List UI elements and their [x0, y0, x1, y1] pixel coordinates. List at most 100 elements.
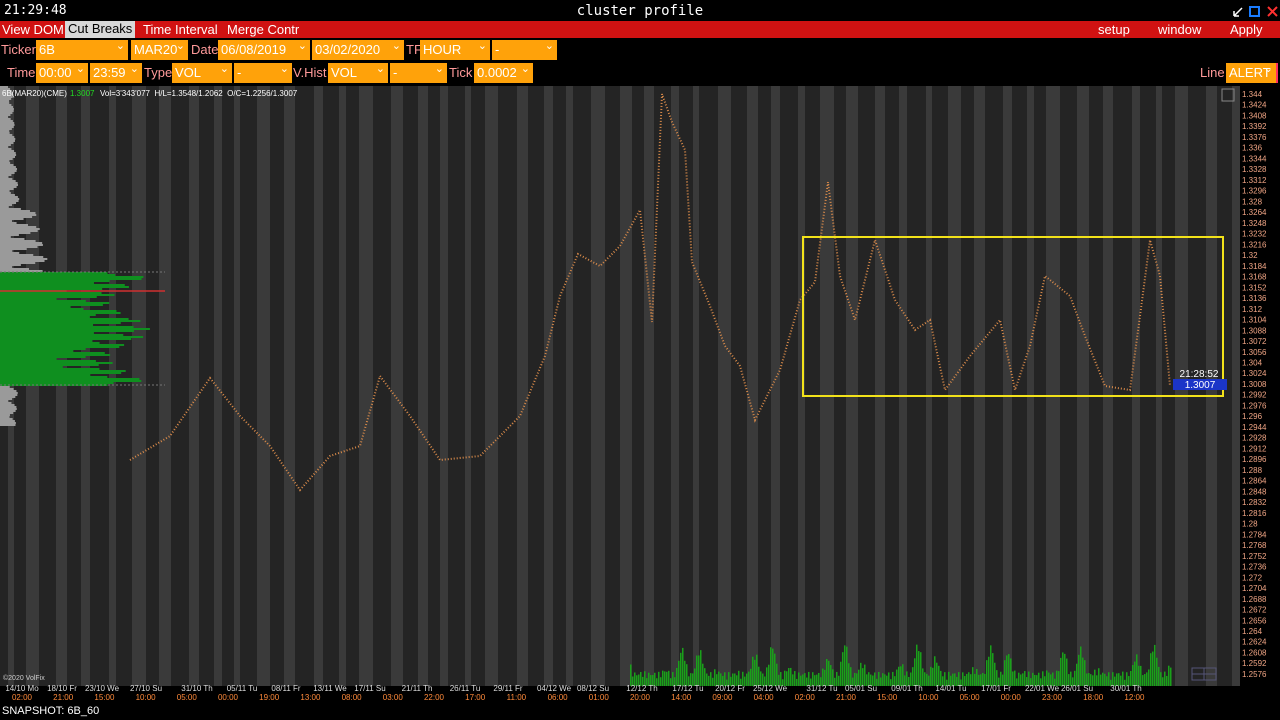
profile-bar	[0, 116, 9, 118]
time-label: 05:00	[960, 693, 981, 702]
volume-bar	[1120, 675, 1122, 686]
date-field[interactable]: 06/08/2019	[218, 36, 310, 60]
volume-bar	[920, 652, 922, 686]
profile-bar	[0, 92, 14, 94]
volume-bar	[1168, 665, 1170, 686]
volume-bar	[650, 675, 652, 686]
volume-bar	[1002, 674, 1004, 686]
volume-bar	[732, 673, 734, 686]
volume-bar	[872, 675, 874, 686]
selection-box[interactable]	[802, 236, 1224, 397]
profile-bar	[0, 234, 19, 236]
profile-bar	[0, 346, 120, 348]
profile-bar	[0, 360, 96, 362]
menu-item[interactable]: window	[1158, 22, 1202, 37]
menu-item[interactable]: Time Interval	[143, 22, 218, 37]
tick-field[interactable]: 0.0002	[474, 59, 533, 83]
profile-bar	[0, 152, 16, 154]
volume-bar	[880, 677, 882, 686]
price-tick-label: 1.2832	[1242, 498, 1267, 507]
timeframe-field[interactable]: HOUR	[420, 36, 490, 60]
volume-bar	[1034, 674, 1036, 686]
profile-bar	[0, 168, 18, 170]
menu-item[interactable]: Cut Breaks	[65, 21, 136, 38]
price-tick-label: 1.3152	[1242, 283, 1267, 292]
profile-bar	[0, 272, 108, 274]
profile-bar	[0, 268, 30, 270]
volume-bar	[1102, 672, 1104, 686]
date-label: 12/12 Th	[626, 684, 657, 693]
volume-bar	[966, 673, 968, 686]
volume-bar	[888, 672, 890, 686]
volume-bar	[776, 663, 778, 686]
volume-bar	[1146, 672, 1148, 686]
volume-bar	[834, 677, 836, 686]
contract-field[interactable]: MAR20	[131, 36, 188, 60]
profile-bar	[0, 220, 13, 222]
session-stripe	[189, 86, 199, 686]
volume-bar	[632, 676, 634, 686]
volume-bar	[830, 665, 832, 686]
profile-bar	[0, 258, 48, 260]
layout-icon[interactable]	[1191, 667, 1217, 681]
volume-bar	[852, 677, 854, 686]
profile-bar	[0, 148, 12, 150]
volume-bar	[714, 669, 716, 686]
profile-bar	[0, 128, 12, 130]
option-field[interactable]: -	[390, 59, 447, 83]
profile-bar	[0, 184, 19, 186]
tool-icon[interactable]	[1221, 88, 1235, 102]
volume-bar	[1072, 677, 1074, 686]
time-label: 13:00	[300, 693, 321, 702]
window-buttons[interactable]	[1232, 4, 1280, 18]
profile-bar	[0, 144, 11, 146]
price-tick-label: 1.2736	[1242, 563, 1267, 572]
profile-bar	[0, 102, 10, 104]
volume-bar	[700, 650, 702, 686]
field-label: Tick	[449, 65, 473, 80]
profile-bar	[0, 402, 12, 404]
profile-bar	[0, 412, 14, 414]
volume-bar	[982, 672, 984, 686]
volume-bar	[1028, 671, 1030, 686]
time-label: 02:00	[795, 693, 816, 702]
volume-bar	[890, 679, 892, 686]
date-label: 23/10 We	[85, 684, 120, 693]
menu-item[interactable]: View DOM	[2, 22, 64, 37]
price-tick-label: 1.3424	[1242, 101, 1267, 110]
type-field[interactable]: VOL	[172, 59, 232, 83]
time-field[interactable]: 23:59	[90, 59, 142, 83]
session-stripe	[1027, 86, 1034, 686]
date-field[interactable]: 03/02/2020	[312, 36, 404, 60]
profile-bar	[0, 280, 110, 282]
session-stripe	[284, 86, 295, 686]
price-tick-label: 1.3136	[1242, 294, 1267, 303]
time-label: 15:00	[877, 693, 898, 702]
volume-bar	[790, 667, 792, 686]
option-field[interactable]: -	[492, 36, 557, 60]
alert-field[interactable]: ALERT	[1226, 59, 1278, 83]
price-tick-label: 1.3408	[1242, 111, 1267, 120]
vhist-field[interactable]: VOL	[328, 59, 388, 83]
volume-bar	[774, 653, 776, 686]
volume-bar	[1084, 660, 1086, 686]
menu-item[interactable]: Merge Contr	[227, 22, 300, 37]
menu-item[interactable]: setup	[1098, 22, 1130, 37]
option-field[interactable]: -	[234, 59, 292, 83]
profile-bar	[0, 406, 17, 408]
volume-bar	[738, 670, 740, 686]
volume-bar	[1058, 671, 1060, 686]
volume-bar	[674, 677, 676, 686]
profile-bar	[0, 252, 20, 254]
menu-item[interactable]: Apply	[1230, 22, 1263, 37]
price-tick-label: 1.3312	[1242, 176, 1267, 185]
volume-bar	[1110, 679, 1112, 686]
volume-bar	[916, 644, 918, 686]
time-label: 09:00	[712, 693, 733, 702]
price-tick-label: 1.2896	[1242, 455, 1267, 464]
ticker-field[interactable]: 6B	[36, 36, 128, 60]
volume-bar	[636, 675, 638, 686]
time-field[interactable]: 00:00	[36, 59, 88, 83]
volume-bar	[1048, 672, 1050, 686]
volume-bar	[868, 672, 870, 686]
